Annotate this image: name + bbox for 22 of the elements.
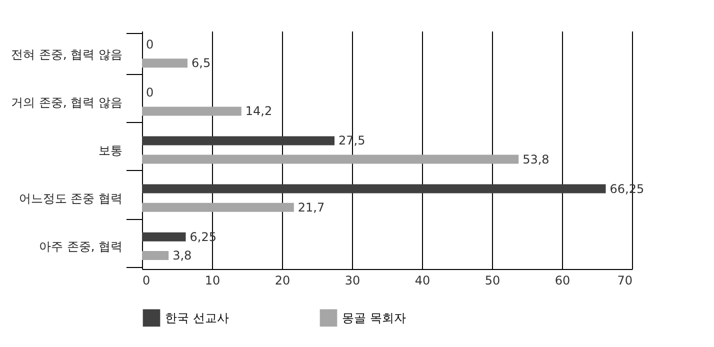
y-tick-label: 거의 존중, 협력 않음	[11, 95, 122, 110]
y-tick-label: 어느정도 존중 협력	[18, 192, 122, 206]
data-label: 0	[146, 86, 154, 100]
x-tick-label: 40	[414, 274, 430, 288]
x-tick-label: 50	[484, 274, 500, 288]
y-tick-label: 전혀 존중, 협력 않음	[11, 47, 122, 62]
data-label: 21,7	[298, 200, 325, 214]
x-tick-label: 60	[554, 274, 570, 288]
data-label: 0	[146, 38, 154, 52]
x-tick-label: 20	[274, 274, 290, 288]
y-tick-label: 아주 존중, 협력	[39, 240, 122, 254]
data-label: 53,8	[522, 152, 550, 166]
legend-label: 한국 선교사	[165, 310, 229, 325]
legend-label: 몽골 목회자	[342, 310, 406, 325]
x-tick-label: 0	[142, 274, 150, 288]
data-label: 6,5	[192, 56, 211, 70]
y-tick-label: 보통	[98, 144, 122, 158]
data-label: 14,2	[245, 104, 272, 118]
x-tick-label: 10	[204, 274, 220, 288]
data-label: 3,8	[172, 248, 192, 262]
x-tick-label: 30	[344, 274, 360, 288]
x-tick-label: 70	[617, 274, 632, 288]
